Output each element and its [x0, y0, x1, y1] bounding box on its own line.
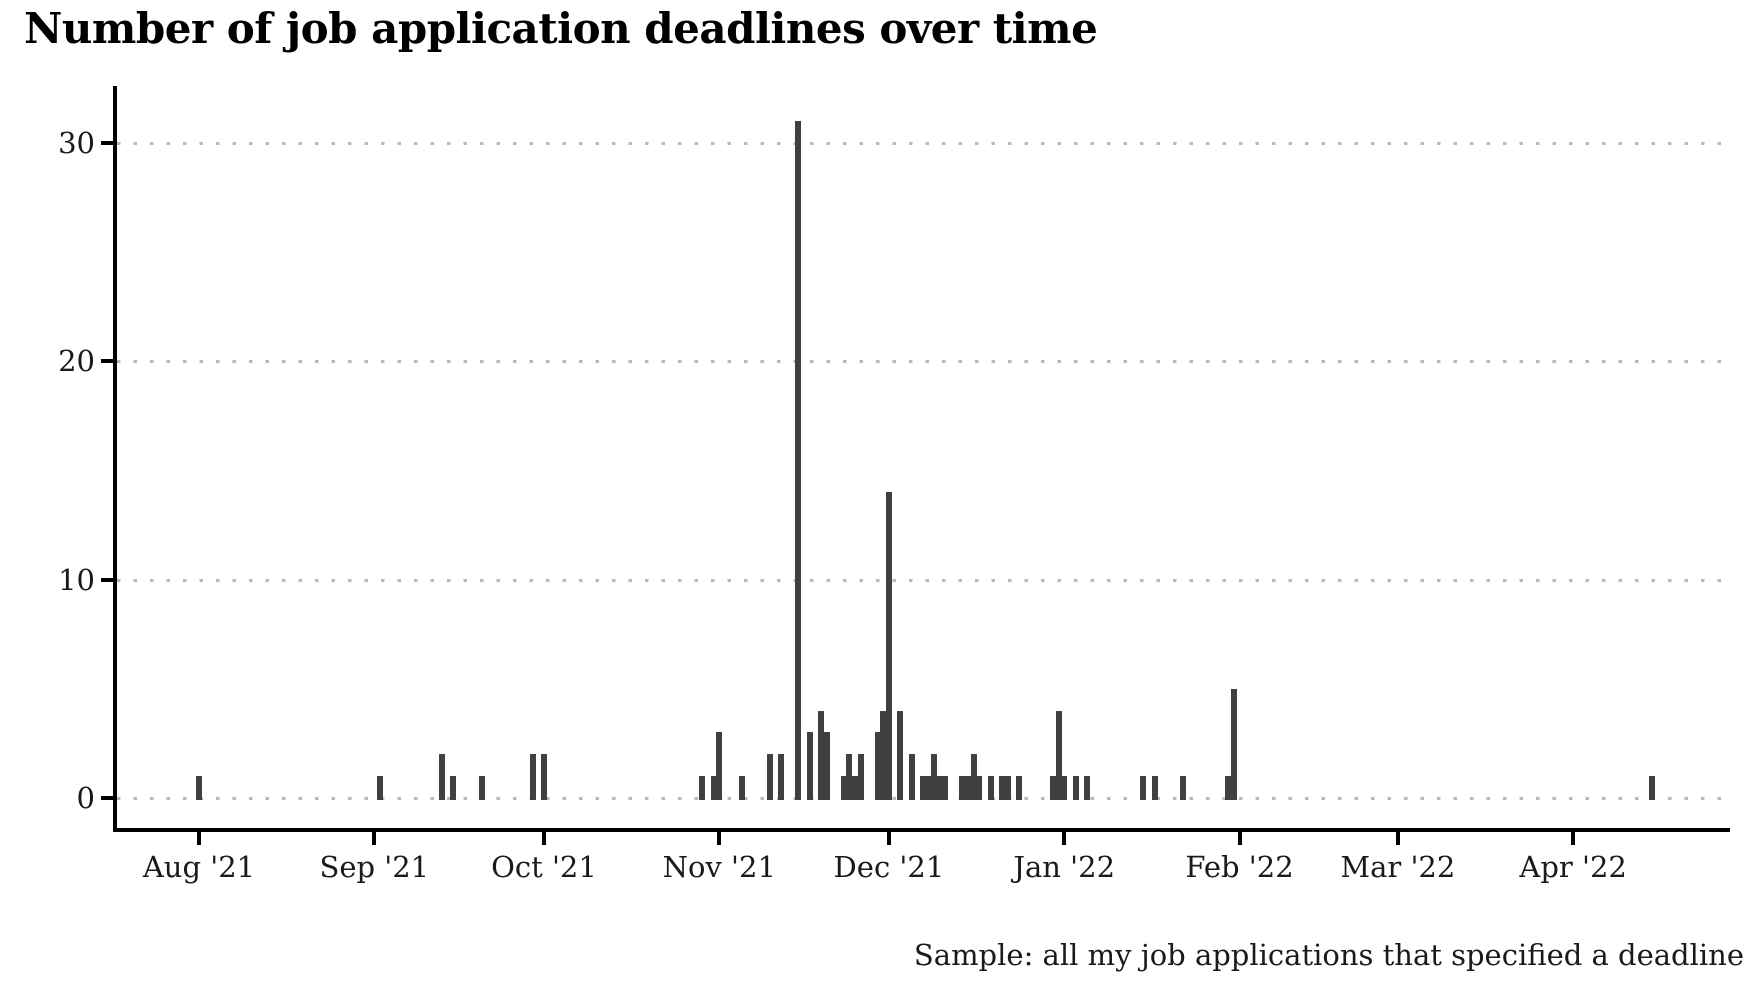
bar — [806, 732, 813, 800]
bar — [970, 754, 977, 800]
y-tick-mark — [101, 796, 114, 800]
bar — [851, 776, 858, 800]
bar — [716, 732, 723, 800]
x-tick-mark — [886, 832, 891, 845]
bar — [1140, 776, 1147, 800]
y-tick-label: 10 — [58, 562, 95, 597]
bar — [999, 776, 1005, 800]
bar — [818, 710, 825, 800]
bar — [846, 754, 853, 800]
bar — [931, 754, 938, 800]
bar — [767, 754, 774, 800]
x-tick-label: Feb '22 — [1185, 850, 1294, 884]
x-tick-label: Aug '21 — [142, 850, 256, 884]
bar — [1083, 776, 1090, 800]
bar — [778, 754, 785, 800]
x-tick-label: Nov '21 — [662, 850, 776, 884]
bar — [450, 776, 457, 800]
y-tick-label: 0 — [76, 781, 95, 815]
chart-title: Number of job application deadlines over… — [24, 4, 1098, 53]
bar — [1649, 776, 1656, 800]
bar — [908, 754, 915, 800]
bar — [529, 754, 536, 800]
bar — [885, 492, 892, 800]
bar — [823, 732, 830, 800]
bar — [840, 776, 847, 800]
bar — [1151, 776, 1158, 800]
sample-note: Sample: all my job applications that spe… — [913, 938, 1744, 972]
bar — [874, 732, 881, 800]
bar — [738, 776, 745, 800]
x-tick-label: Mar '22 — [1340, 850, 1456, 884]
bar — [925, 776, 932, 800]
bar — [987, 776, 994, 800]
bar — [1072, 776, 1079, 800]
bar — [196, 776, 202, 800]
bar — [880, 710, 887, 800]
bar — [795, 120, 802, 800]
x-tick-label: Apr '22 — [1519, 850, 1627, 884]
x-tick-mark — [1237, 832, 1242, 845]
gridline — [117, 578, 1725, 582]
x-tick-mark — [1062, 832, 1067, 845]
x-tick-mark — [1395, 832, 1400, 845]
bar — [976, 776, 983, 800]
bar — [710, 776, 717, 800]
bar — [959, 776, 966, 800]
y-tick-mark — [101, 140, 114, 145]
bar — [1049, 776, 1056, 800]
y-tick-mark — [101, 577, 114, 582]
bar — [1004, 776, 1011, 800]
x-tick-label: Jan '22 — [1013, 850, 1116, 884]
x-tick-mark — [717, 832, 722, 845]
y-tick-label: 30 — [58, 125, 95, 160]
x-tick-mark — [1571, 832, 1576, 845]
bar — [1225, 776, 1232, 800]
bar — [1055, 710, 1062, 800]
gridline — [117, 141, 1725, 145]
bar — [919, 776, 926, 800]
bar — [942, 776, 949, 800]
bar — [936, 776, 943, 800]
bar — [376, 776, 383, 800]
x-tick-mark — [197, 832, 201, 845]
x-tick-mark — [372, 832, 377, 845]
bar — [965, 776, 972, 800]
y-tick-label: 20 — [58, 344, 95, 378]
bar — [897, 710, 904, 800]
bar — [478, 776, 485, 800]
bar — [699, 776, 706, 800]
bar — [1179, 776, 1186, 800]
x-tick-label: Dec '21 — [833, 850, 945, 884]
bar — [1015, 776, 1022, 800]
bar — [439, 754, 446, 800]
bar — [1061, 776, 1068, 800]
bar — [540, 754, 547, 800]
x-tick-label: Sep '21 — [319, 850, 430, 884]
gridline — [117, 360, 1725, 363]
y-tick-mark — [101, 359, 114, 363]
x-tick-label: Oct '21 — [491, 850, 597, 884]
x-tick-mark — [541, 832, 546, 845]
bar — [857, 754, 864, 800]
bar — [1230, 688, 1237, 800]
x-axis-line — [113, 828, 1730, 832]
y-axis-line — [113, 86, 117, 832]
